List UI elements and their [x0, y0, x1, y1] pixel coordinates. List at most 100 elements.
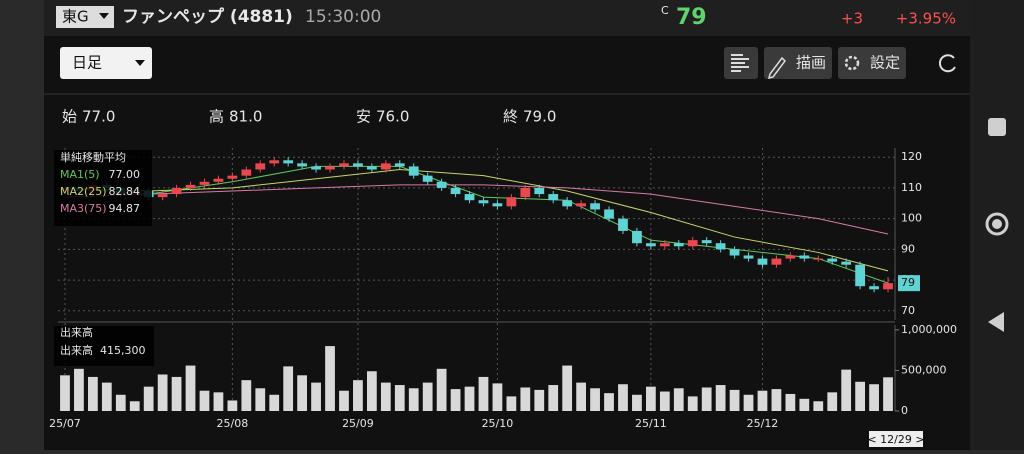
- candle-body: [715, 243, 726, 250]
- summary-label: 始: [62, 108, 77, 126]
- candle-body: [855, 264, 866, 287]
- legend-name: MA2(25): [60, 185, 107, 198]
- price: 79: [676, 5, 707, 30]
- candle-body: [645, 243, 656, 247]
- volume-bar: [297, 375, 308, 411]
- candle-body: [255, 163, 266, 170]
- price-tag-label: 79: [901, 276, 915, 289]
- y-tick-label: 500,000: [901, 363, 947, 376]
- volume-bar: [87, 376, 98, 411]
- pencil-icon: [767, 56, 786, 80]
- legend-box: [54, 326, 154, 366]
- volume-bar: [227, 400, 238, 411]
- volume-bar: [422, 382, 433, 411]
- gear-icon: [844, 55, 860, 71]
- volume-bar: [464, 386, 475, 411]
- volume-bar: [785, 393, 796, 411]
- x-tick-label: 25/10: [482, 417, 514, 430]
- volume-bar: [436, 368, 447, 411]
- legend-name: 出来高: [60, 343, 93, 357]
- x-tick-label: 25/08: [217, 417, 249, 430]
- legend-box: [54, 150, 152, 226]
- summary-label: 高: [209, 108, 224, 126]
- candle-body: [297, 163, 308, 167]
- candle-body: [408, 166, 419, 176]
- volume-bar: [353, 380, 363, 411]
- legend-title: 単純移動平均: [60, 150, 126, 164]
- volume-bar: [157, 374, 168, 411]
- volume-bar: [269, 394, 280, 411]
- volume-bar: [339, 390, 349, 411]
- candle-body: [590, 203, 600, 210]
- volume-bar: [841, 369, 852, 411]
- candle-body: [283, 160, 294, 164]
- settings-label: 設定: [870, 54, 900, 72]
- ma-line: [64, 184, 889, 235]
- ma-line: [64, 168, 889, 272]
- volume-bar: [645, 386, 656, 411]
- volume-bar: [715, 385, 726, 411]
- summary-label: 終: [503, 108, 518, 126]
- volume-bar: [869, 384, 879, 411]
- y-tick-label: 70: [901, 304, 915, 317]
- nav-back[interactable]: [988, 312, 1004, 332]
- refresh-icon[interactable]: [938, 54, 956, 73]
- volume-bar: [241, 380, 252, 411]
- y-tick-label: 120: [901, 150, 922, 163]
- candle-body: [353, 163, 363, 167]
- volume-bar: [213, 392, 224, 411]
- draw-button[interactable]: [764, 47, 832, 79]
- candle-body: [464, 194, 475, 201]
- legend-value: 415,300: [100, 344, 146, 357]
- settings-button[interactable]: [838, 47, 906, 79]
- volume-bar: [673, 388, 684, 411]
- candle-body: [659, 243, 670, 247]
- volume-bar: [576, 382, 587, 411]
- volume-bar: [185, 365, 196, 411]
- volume-bar: [255, 388, 266, 411]
- candle-body: [241, 169, 252, 176]
- legend-name: MA3(75): [60, 202, 107, 215]
- volume-bar: [60, 375, 70, 411]
- volume-bar: [757, 390, 768, 411]
- volume-bar: [311, 382, 321, 411]
- candle-body: [632, 230, 642, 244]
- price-tag: [898, 275, 920, 292]
- candle-body: [157, 194, 168, 198]
- volume-bar: [478, 376, 489, 411]
- volume-bar: [562, 365, 573, 411]
- c-mark: C: [661, 4, 669, 17]
- nav-home-dot: [992, 219, 1002, 229]
- x-tick-label: 25/07: [49, 417, 81, 430]
- period-select[interactable]: [60, 47, 152, 79]
- y-tick-label: 110: [901, 181, 922, 194]
- volume-bar: [129, 401, 140, 411]
- y-tick-label: 100: [901, 212, 922, 225]
- dropdown-icon: [99, 13, 109, 19]
- candle-body: [213, 178, 224, 182]
- candle-body: [339, 163, 349, 167]
- candle-body: [269, 160, 280, 164]
- candle-body: [171, 187, 182, 195]
- candle-body: [827, 258, 838, 262]
- candle-body: [673, 243, 684, 247]
- volume-bar: [659, 391, 670, 411]
- volume-bar: [143, 386, 154, 411]
- x-tick-label: 25/11: [635, 417, 667, 430]
- volume-bar: [827, 392, 838, 411]
- volume-bar: [632, 394, 642, 411]
- date-tag: [869, 431, 923, 447]
- candle-body: [380, 163, 391, 170]
- candle-body: [450, 187, 461, 195]
- candle-body: [520, 187, 531, 198]
- nav-home[interactable]: [985, 212, 1009, 236]
- candle-body: [562, 200, 573, 207]
- candle-body: [394, 163, 405, 167]
- candle-body: [729, 249, 740, 256]
- nav-recent[interactable]: [988, 118, 1006, 136]
- candle-body: [604, 209, 614, 219]
- exchange-select[interactable]: [56, 6, 114, 28]
- legend-title: 出来高: [60, 325, 93, 339]
